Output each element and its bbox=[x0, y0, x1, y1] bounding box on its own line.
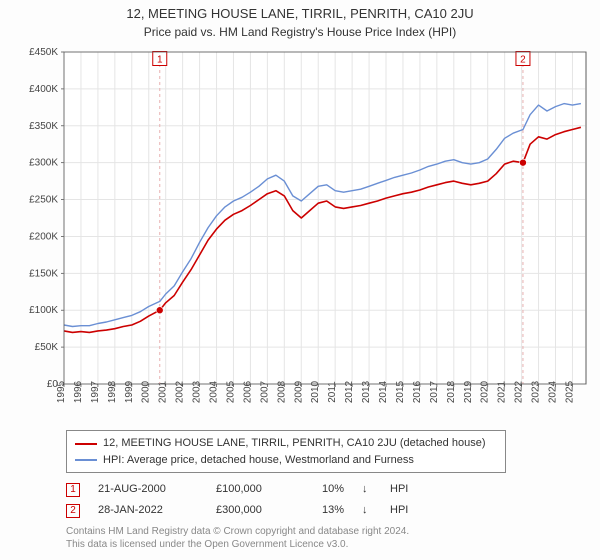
svg-text:£100K: £100K bbox=[29, 306, 58, 317]
page-subtitle: Price paid vs. HM Land Registry's House … bbox=[10, 25, 590, 41]
svg-text:£250K: £250K bbox=[29, 195, 58, 206]
attribution-line: This data is licensed under the Open Gov… bbox=[66, 538, 590, 551]
transaction-pct: 10% bbox=[304, 479, 344, 500]
transactions-table: 1 21-AUG-2000 £100,000 10% ↓ HPI 2 28-JAN-2022 £… bbox=[66, 479, 590, 521]
attribution: Contains HM Land Registry data © Crown c… bbox=[66, 525, 590, 551]
attribution-line: Contains HM Land Registry data © Crown c… bbox=[66, 525, 590, 538]
transaction-row: 2 28-JAN-2022 £300,000 13% ↓ HPI bbox=[66, 500, 590, 521]
transaction-price: £300,000 bbox=[216, 500, 286, 521]
svg-text:£200K: £200K bbox=[29, 232, 58, 243]
page-title: 12, MEETING HOUSE LANE, TIRRIL, PENRITH,… bbox=[10, 6, 590, 23]
down-arrow-icon: ↓ bbox=[362, 500, 372, 521]
transaction-price: £100,000 bbox=[216, 479, 286, 500]
legend-entry: 12, MEETING HOUSE LANE, TIRRIL, PENRITH,… bbox=[75, 435, 497, 452]
transaction-vs: HPI bbox=[390, 500, 408, 521]
transaction-pct: 13% bbox=[304, 500, 344, 521]
svg-text:£50K: £50K bbox=[35, 343, 59, 354]
transaction-vs: HPI bbox=[390, 479, 408, 500]
legend-swatch bbox=[75, 443, 97, 445]
svg-text:£300K: £300K bbox=[29, 158, 58, 169]
svg-text:1: 1 bbox=[157, 55, 163, 66]
transaction-row: 1 21-AUG-2000 £100,000 10% ↓ HPI bbox=[66, 479, 590, 500]
legend-swatch bbox=[75, 459, 97, 461]
svg-text:2: 2 bbox=[520, 55, 526, 66]
transaction-marker: 1 bbox=[66, 483, 80, 497]
svg-text:£450K: £450K bbox=[29, 47, 58, 58]
svg-text:£150K: £150K bbox=[29, 269, 58, 280]
legend-label: 12, MEETING HOUSE LANE, TIRRIL, PENRITH,… bbox=[103, 435, 486, 452]
price-chart: £0£50K£100K£150K£200K£250K£300K£350K£400… bbox=[10, 44, 590, 424]
svg-text:£400K: £400K bbox=[29, 84, 58, 95]
transaction-date: 28-JAN-2022 bbox=[98, 500, 198, 521]
legend-entry: HPI: Average price, detached house, West… bbox=[75, 452, 497, 469]
svg-text:£350K: £350K bbox=[29, 121, 58, 132]
transaction-date: 21-AUG-2000 bbox=[98, 479, 198, 500]
down-arrow-icon: ↓ bbox=[362, 479, 372, 500]
transaction-marker: 2 bbox=[66, 504, 80, 518]
legend-label: HPI: Average price, detached house, West… bbox=[103, 452, 414, 469]
legend: 12, MEETING HOUSE LANE, TIRRIL, PENRITH,… bbox=[66, 430, 506, 473]
